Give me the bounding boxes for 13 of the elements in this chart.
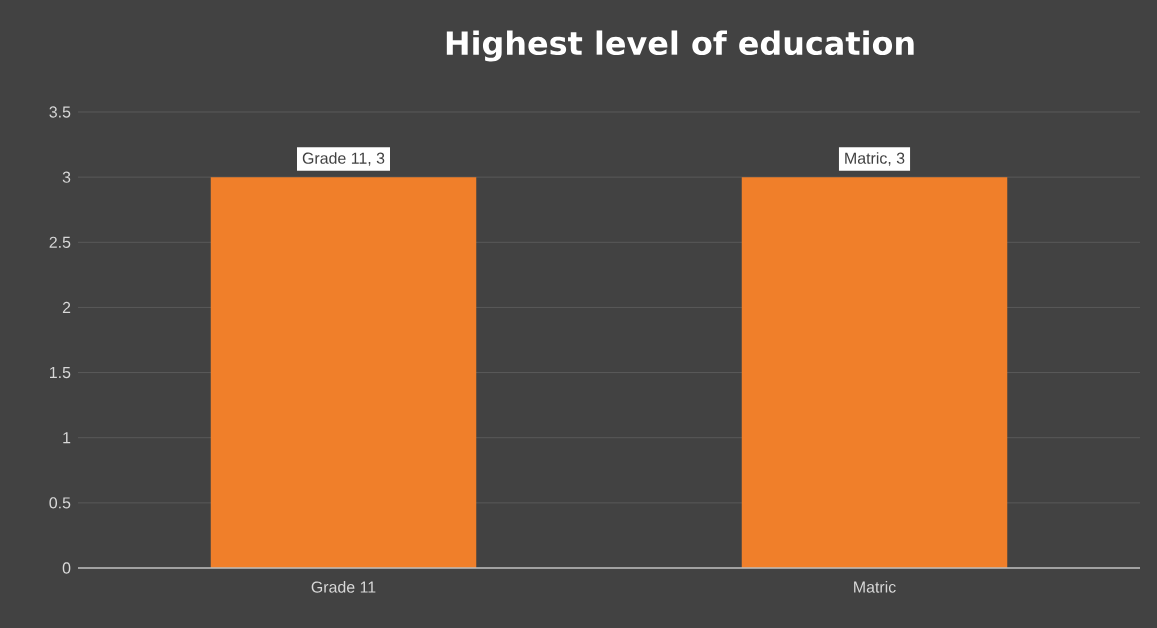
data-label: Matric, 3 (845, 152, 905, 166)
y-tick-label: 3.5 (49, 106, 71, 118)
chart-title: Highest level of education (446, 30, 914, 62)
y-tick-label: 0.5 (49, 497, 71, 509)
x-tick-label: Grade 11 (311, 581, 376, 593)
y-tick-label: 2 (62, 301, 71, 313)
data-label: Grade 11, 3 (302, 152, 385, 166)
y-tick-label: 0 (62, 562, 71, 574)
y-tick-label: 1 (63, 432, 71, 444)
y-tick-label: 1.5 (50, 367, 71, 379)
y-tick-label: 2.5 (49, 236, 71, 248)
y-tick-label: 3 (62, 171, 71, 183)
x-tick-label: Matric (854, 581, 896, 593)
